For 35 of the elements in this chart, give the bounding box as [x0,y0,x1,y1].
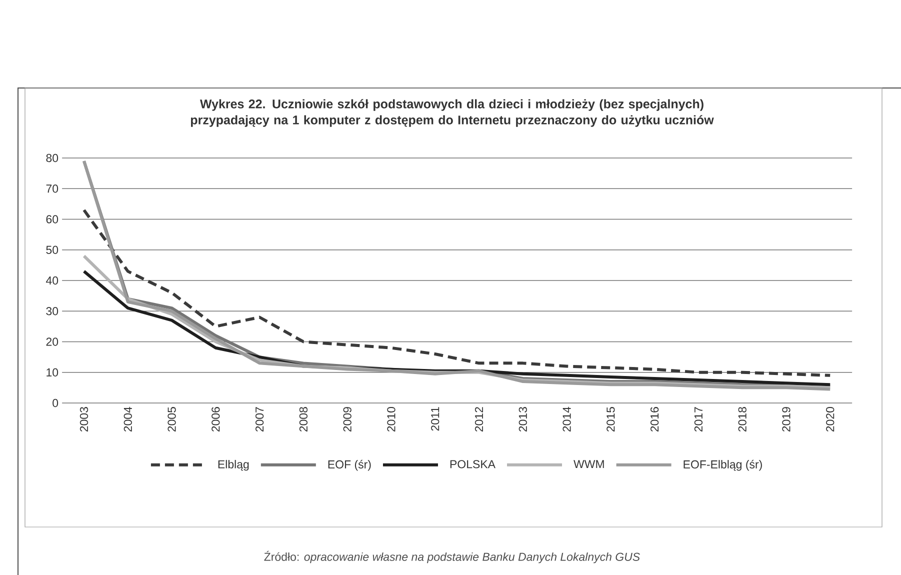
legend-label: POLSKA [450,460,496,468]
y-tick-label: 40 [46,276,58,285]
x-tick-label: 2003 [80,407,88,432]
y-tick-label: 50 [46,246,58,254]
x-tick-label: 2016 [650,407,659,432]
x-tick-label: 2005 [168,407,176,432]
x-tick-label: 2017 [694,407,703,432]
x-tick-label: 2008 [299,407,308,432]
x-tick-label: 2012 [474,407,484,432]
x-tick-label: 2010 [387,406,396,432]
x-tick-label: 2009 [343,407,352,432]
y-tick-label: 30 [46,307,58,316]
x-tick-label: 2018 [738,407,746,432]
legend-label: WWM [574,460,604,468]
x-tick-label: 2004 [124,406,132,432]
y-tick-label: 10 [46,368,58,376]
y-tick-label: 20 [46,338,58,346]
x-tick-label: 2011 [431,407,440,431]
y-tick-label: 80 [46,154,58,162]
x-tick-label: 2006 [212,407,220,432]
legend-label: EOF (śr) [328,460,371,471]
text: Źródło: opracowanie własne na podstawie Banku Danych Lokalnych GUS [264,550,640,564]
x-tick-label: 2015 [606,407,615,432]
line-series [82,208,832,377]
x-tick-label: 2020 [826,406,834,432]
y-tick-label: 0 [52,398,58,408]
x-tick-label: 2007 [255,407,264,432]
x-tick-label: 2019 [782,407,790,432]
x-tick-label: 2013 [518,407,527,432]
y-tick-label: 60 [46,215,58,224]
legend-label: Elbląg [218,460,249,471]
x-tick-label: 2014 [562,406,571,432]
y-tick-label: 70 [46,184,58,193]
legend-label: EOF-Elbląg (śr) [684,460,762,471]
chart-title: Wykres 22. Uczniowie szkół podstawowych dla dzieci i młodzieży (bez specjalnych) przypadający na 1 komputer z dostępem do Internetu przeznaczony do użytku uczniów [190,99,714,127]
